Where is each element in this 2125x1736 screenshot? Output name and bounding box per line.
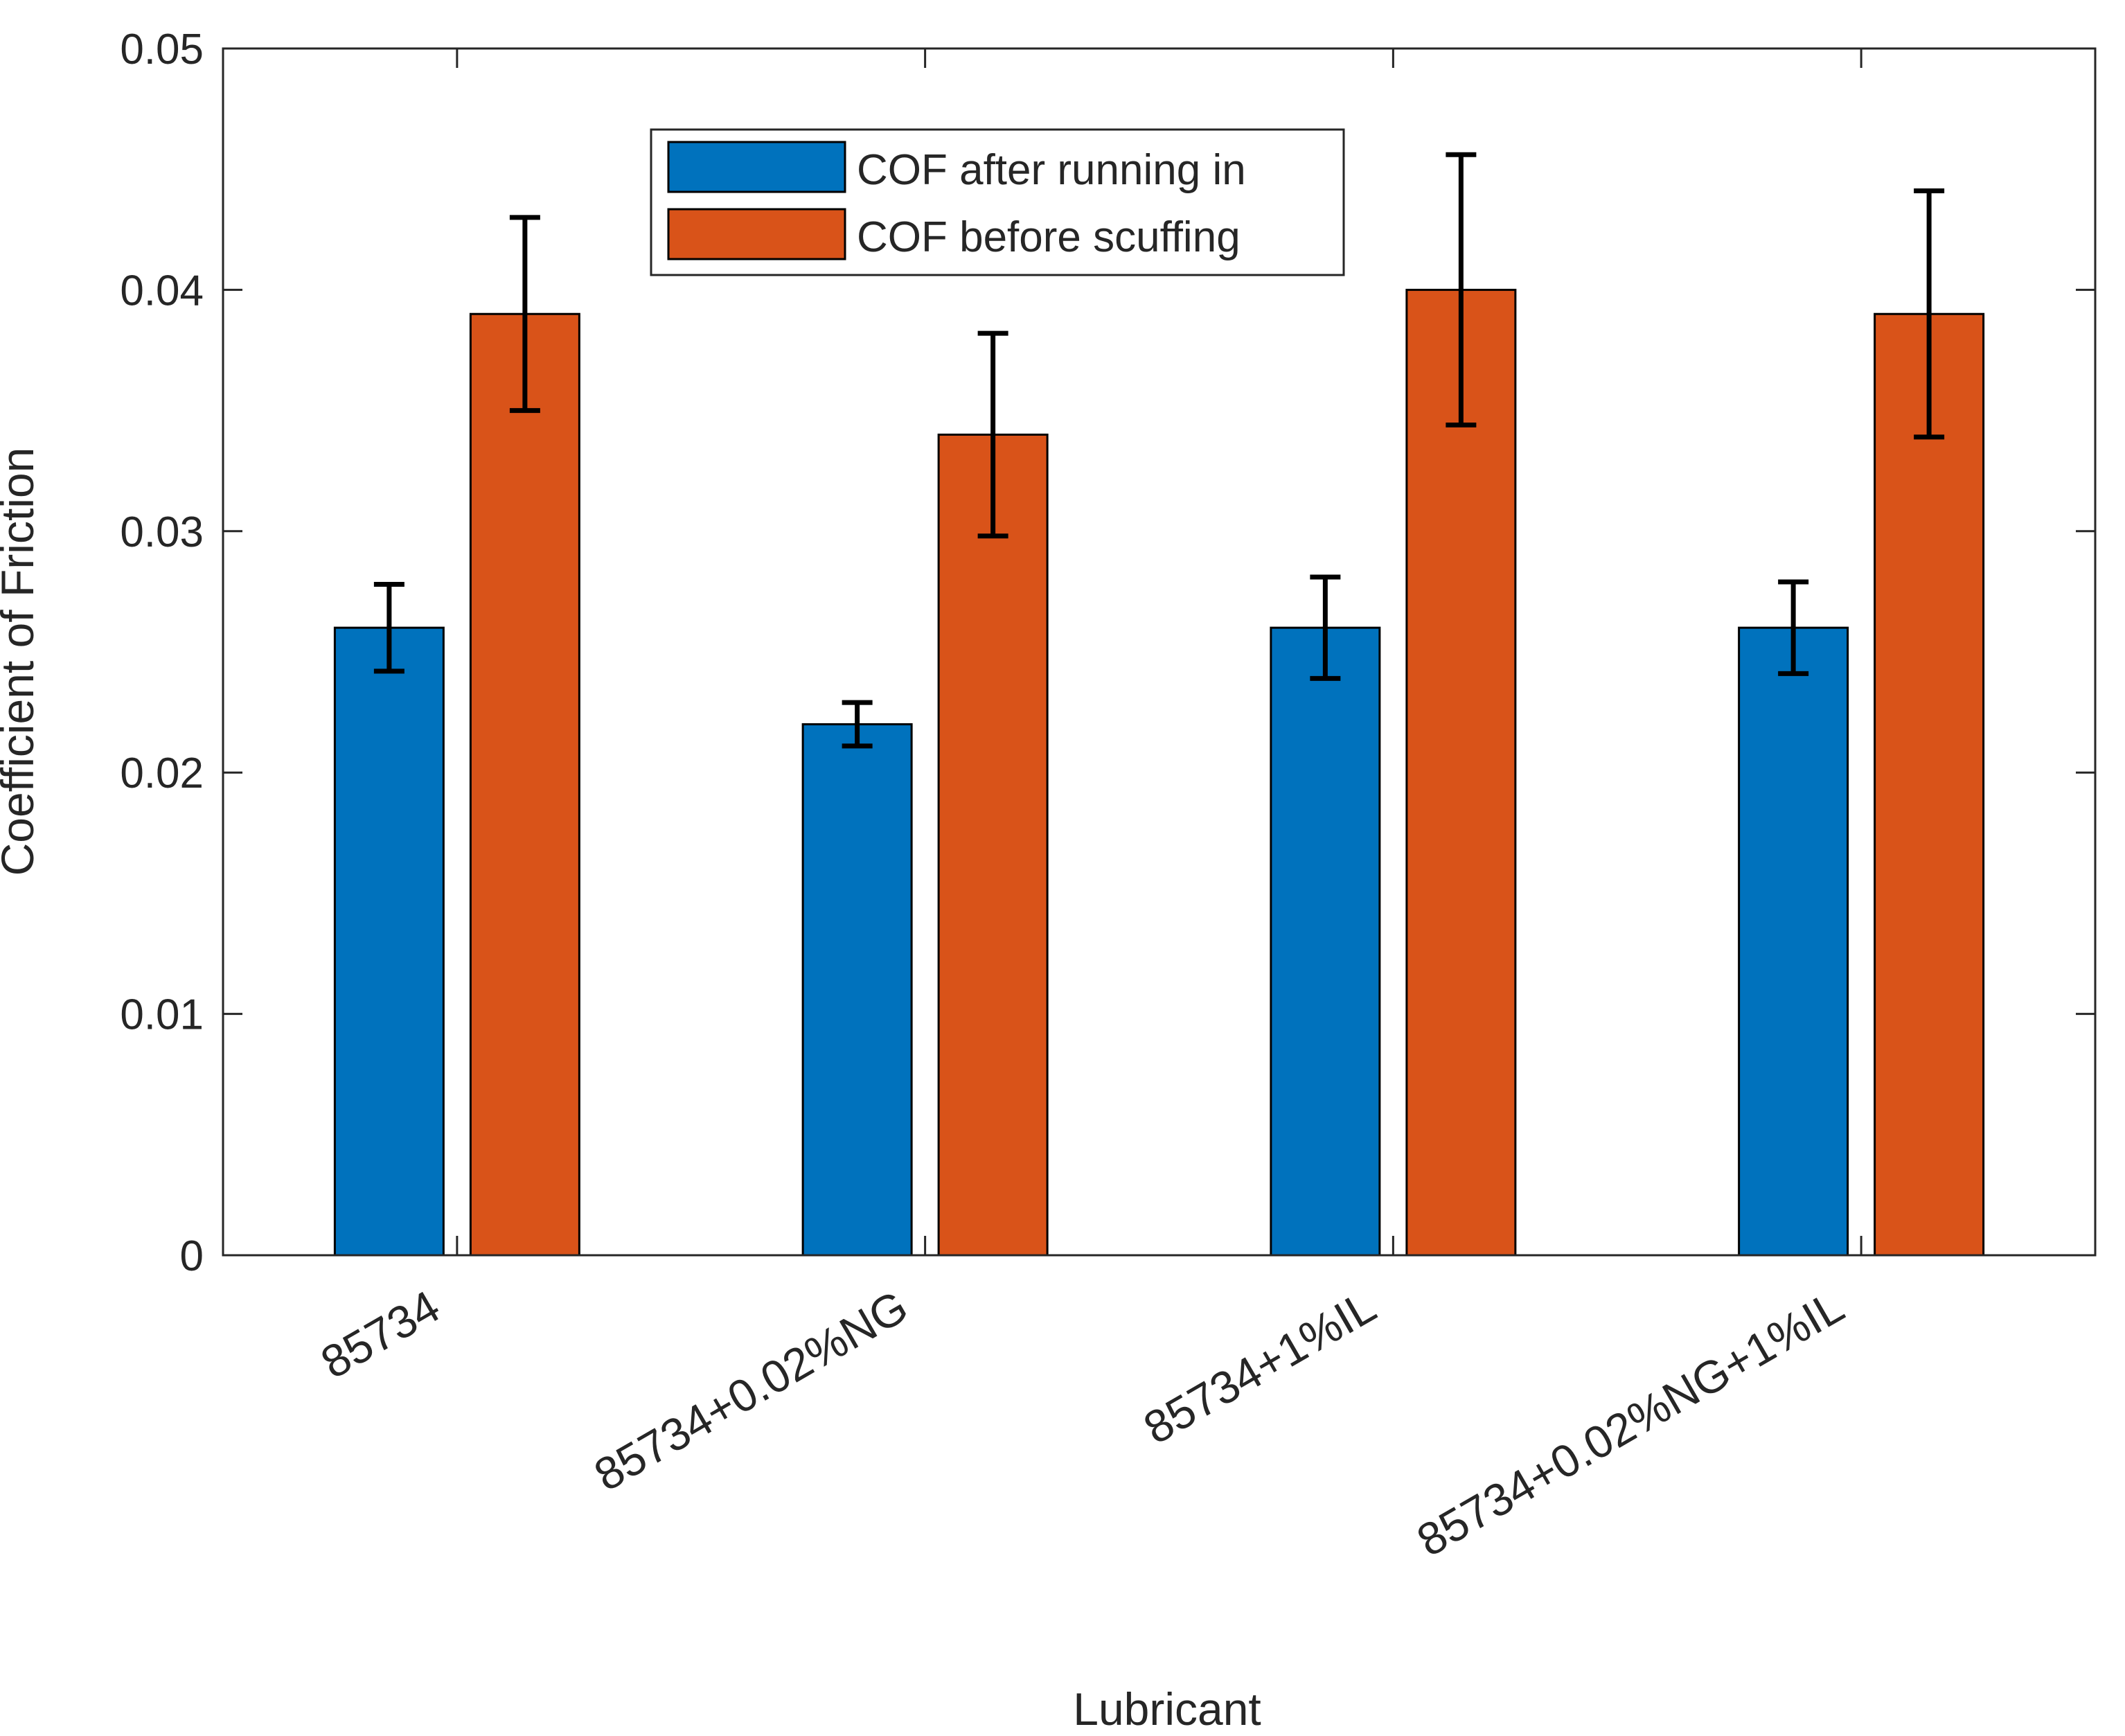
x-tick-label: 85734+1%IL	[1135, 1280, 1385, 1453]
error-bar-0-1	[842, 700, 873, 749]
x-tick-labels: 85734 85734+0.02%NG 85734+1%IL 85734+0.02%N…	[312, 1280, 1852, 1566]
legend-swatch-before-scuffing	[667, 208, 846, 260]
x-tick-label: 85734+0.02%NG	[585, 1280, 916, 1500]
legend-swatch-after-running-in	[667, 141, 846, 193]
bar-after-running-in-2	[1270, 626, 1381, 1257]
error-bar-1-1	[977, 330, 1008, 539]
y-tick-label: 0.02	[120, 750, 204, 797]
bar-before-scuffing-0	[469, 312, 580, 1257]
error-bar-0-2	[1310, 574, 1341, 681]
y-tick-label: 0.04	[120, 267, 204, 315]
bar-before-scuffing-3	[1874, 312, 1985, 1257]
error-bars-group	[373, 152, 1945, 749]
error-bar-1-0	[509, 215, 540, 414]
x-tick-label: 85734+0.02%NG+1%IL	[1408, 1280, 1852, 1566]
legend-label-before-scuffing: COF before scuffing	[857, 213, 1241, 261]
y-tick-labels: 0 0.01 0.02 0.03 0.04 0.05	[120, 26, 204, 1280]
y-axis-label: Coefficient of Friction	[0, 448, 43, 876]
bar-before-scuffing-2	[1405, 288, 1517, 1257]
bar-after-running-in-3	[1738, 626, 1849, 1257]
error-bar-0-0	[373, 581, 404, 674]
y-tick-label: 0	[180, 1232, 204, 1280]
x-tick-label: 85734	[312, 1280, 448, 1388]
error-bar-1-2	[1446, 152, 1477, 428]
x-axis-label: Lubricant	[1073, 1683, 1261, 1735]
y-tick-label: 0.05	[120, 26, 204, 73]
legend: COF after running in COF before scuffing	[650, 128, 1345, 276]
error-bar-1-3	[1914, 188, 1945, 440]
axes-frame	[222, 47, 2097, 1257]
bar-before-scuffing-1	[937, 433, 1049, 1257]
y-tick-label: 0.03	[120, 508, 204, 556]
bars-group	[333, 288, 1985, 1257]
legend-label-after-running-in: COF after running in	[857, 146, 1246, 194]
bar-after-running-in-1	[801, 723, 913, 1257]
bar-after-running-in-0	[333, 626, 445, 1257]
error-bar-0-3	[1778, 579, 1809, 676]
y-tick-label: 0.01	[120, 991, 204, 1039]
axes-group	[222, 47, 2097, 1257]
